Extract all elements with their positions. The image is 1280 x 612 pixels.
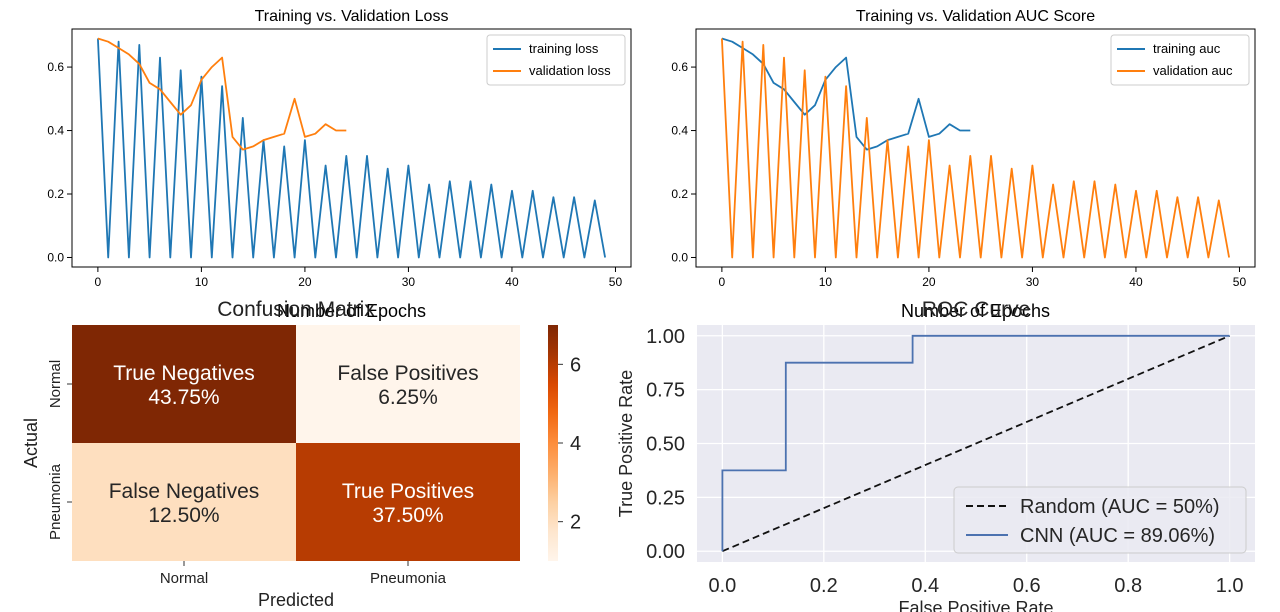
y-tick-label: 0.0 <box>47 250 64 264</box>
cell-label: True Negatives <box>113 362 255 385</box>
x-tick-label: 10 <box>195 275 209 289</box>
x-tick-label: 50 <box>1233 275 1247 289</box>
legend: Random (AUC = 50%) CNN (AUC = 89.06%) <box>953 486 1247 554</box>
series-line-2 <box>97 37 347 151</box>
legend: training auc validation auc <box>1110 34 1250 86</box>
cell-label: False Positives <box>337 362 478 385</box>
legend-label: training loss <box>529 41 599 56</box>
y-tick-label: 0.25 <box>646 487 685 509</box>
x-axis-label: Predicted <box>258 590 334 610</box>
legend-box <box>953 486 1247 554</box>
chart-title: Confusion Matrix <box>217 298 375 321</box>
x-tick-label: 40 <box>505 275 519 289</box>
x-tick-label: 0.2 <box>810 575 838 597</box>
y-tick-label: 0.0 <box>671 250 688 264</box>
series-line-2 <box>721 334 1230 552</box>
x-axis-label: Number of Epochs <box>901 301 1050 321</box>
cell-percent: 43.75% <box>148 386 219 409</box>
legend-box <box>1110 34 1250 86</box>
y-tick-label: 0.50 <box>646 434 685 456</box>
plot-frame <box>695 28 1256 268</box>
cell-label: False Negatives <box>109 480 260 503</box>
x-tick-label: 20 <box>298 275 312 289</box>
x-axis-label: Number of Epochs <box>277 301 426 321</box>
heatmap-cell <box>72 443 296 561</box>
colorbar <box>548 325 558 561</box>
y-tick-label: 0.4 <box>47 124 64 138</box>
chart-title: Training vs. Validation AUC Score <box>856 8 1095 25</box>
y-tick-label: 0.2 <box>47 187 64 201</box>
y-tick-label: Normal <box>47 360 64 408</box>
x-tick-label: 20 <box>922 275 936 289</box>
y-tick-label: 0.00 <box>646 541 685 563</box>
legend: training loss validation loss <box>486 34 626 86</box>
y-tick-label: 0.6 <box>671 60 688 74</box>
y-tick-label: Pneumonia <box>47 463 64 540</box>
heatmap-cell <box>72 325 296 443</box>
y-axis-label: Actual <box>21 418 41 468</box>
cell-percent: 37.50% <box>372 504 443 527</box>
y-tick-label: 0.4 <box>671 124 688 138</box>
y-tick-label: 0.75 <box>646 380 685 402</box>
legend-label: CNN (AUC = 89.06%) <box>1020 525 1215 547</box>
colorbar-tick-label: 6 <box>570 354 581 376</box>
chart-title: ROC Curve <box>922 298 1031 321</box>
x-tick-label: 50 <box>609 275 623 289</box>
x-tick-label: 30 <box>1026 275 1040 289</box>
x-tick-label: 0 <box>719 275 726 289</box>
cell-label: True Positives <box>342 480 474 503</box>
line-chart-2: Training vs. Validation AUC Score 0 10 20 30… <box>671 8 1256 321</box>
x-tick-label: 40 <box>1129 275 1143 289</box>
x-tick-label: 30 <box>402 275 416 289</box>
colorbar-tick-label: 2 <box>570 512 581 534</box>
series-line-1 <box>97 38 606 259</box>
cell-percent: 12.50% <box>148 504 219 527</box>
chart-title: Training vs. Validation Loss <box>255 8 449 25</box>
series-line-1 <box>721 37 971 151</box>
x-tick-label: 0.4 <box>911 575 939 597</box>
x-tick-label: 0 <box>95 275 102 289</box>
line-chart-1: Training vs. Validation Loss 0 10 20 30 40 50 0… <box>47 8 632 321</box>
legend-label: validation auc <box>1153 63 1233 78</box>
x-tick-label: 10 <box>819 275 833 289</box>
colorbar-tick-label: 4 <box>570 433 581 455</box>
y-tick-label: 0.6 <box>47 60 64 74</box>
roc-chart: 0.0 0.2 0.4 0.6 0.8 1.0 0.00 0.25 0.50 0.75 1.00 RO… <box>616 298 1255 612</box>
x-tick-label: Pneumonia <box>370 570 447 587</box>
legend-label: Random (AUC = 50%) <box>1020 496 1220 518</box>
x-axis-label: False Positive Rate <box>898 598 1053 612</box>
heatmap-cell <box>296 325 520 443</box>
y-tick-label: 1.00 <box>646 326 685 348</box>
x-tick-label: 0.6 <box>1013 575 1041 597</box>
legend-label: validation loss <box>529 63 611 78</box>
x-tick-label: 1.0 <box>1216 575 1244 597</box>
x-tick-label: 0.0 <box>708 575 736 597</box>
x-tick-label: Normal <box>160 570 208 587</box>
series-line-2 <box>721 38 1230 259</box>
plot-frame <box>71 28 632 268</box>
legend-label: training auc <box>1153 41 1221 56</box>
cell-percent: 6.25% <box>378 386 438 409</box>
y-axis-label: True Positive Rate <box>616 370 636 517</box>
y-tick-label: 0.2 <box>671 187 688 201</box>
series-line-1 <box>722 334 1230 553</box>
legend-box <box>486 34 626 86</box>
x-tick-label: 0.8 <box>1114 575 1142 597</box>
heatmap-cell <box>296 443 520 561</box>
